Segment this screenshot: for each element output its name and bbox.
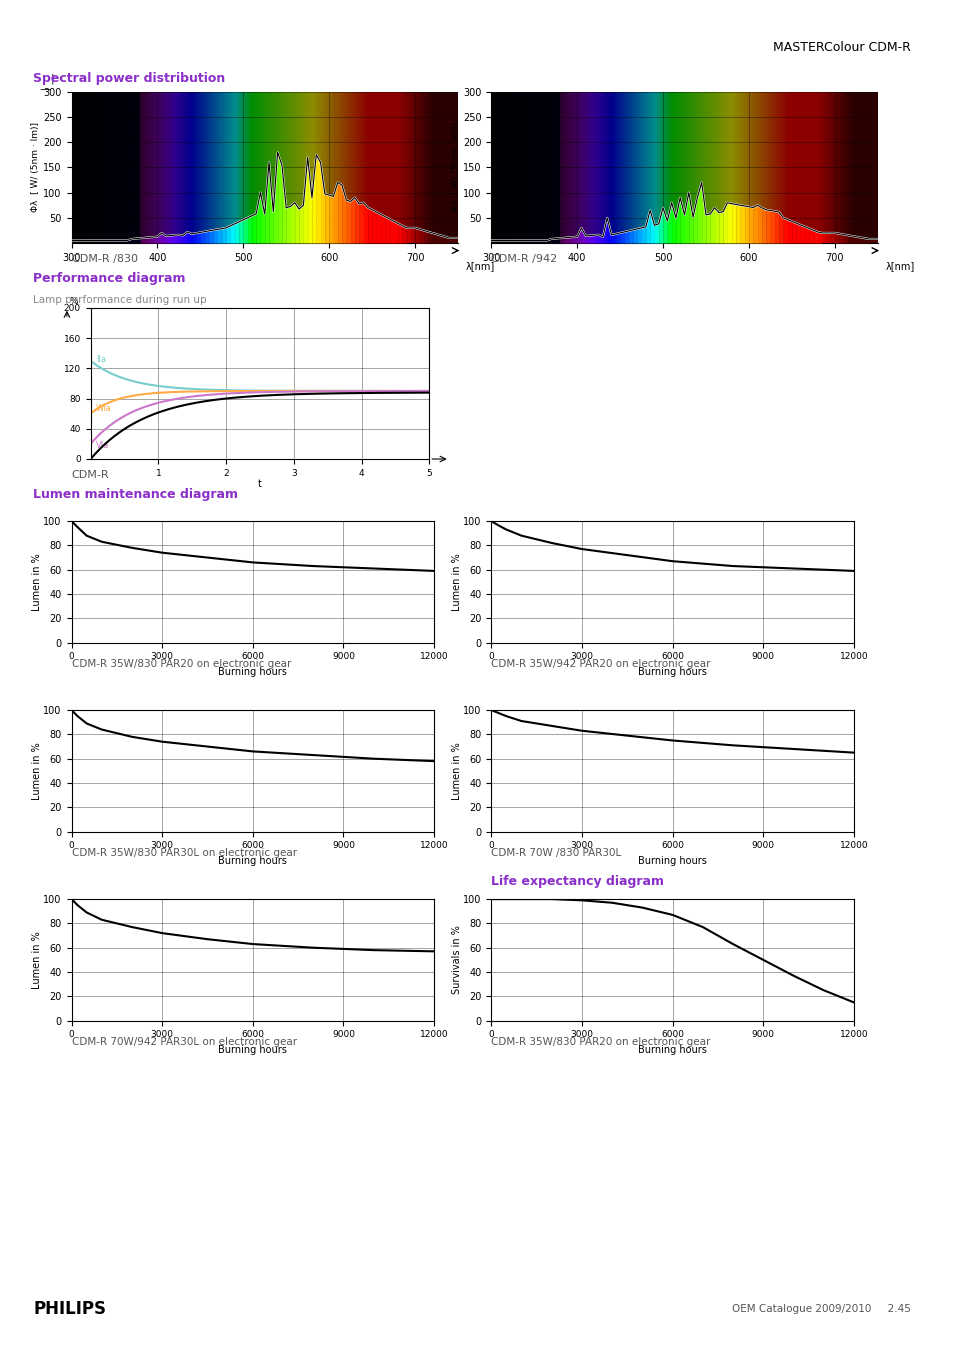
- X-axis label: Burning hours: Burning hours: [218, 667, 287, 676]
- X-axis label: t: t: [257, 479, 262, 489]
- Y-axis label: Survivals in %: Survivals in %: [452, 925, 461, 995]
- Text: Lamp performance during run up: Lamp performance during run up: [33, 294, 207, 305]
- Y-axis label: Lumen in %: Lumen in %: [32, 554, 42, 610]
- X-axis label: Burning hours: Burning hours: [638, 1045, 706, 1054]
- X-axis label: Burning hours: Burning hours: [218, 1045, 287, 1054]
- Text: %: %: [70, 297, 78, 306]
- Text: Compact HID Lamps: Compact HID Lamps: [923, 625, 933, 725]
- Y-axis label: Lumen in %: Lumen in %: [32, 743, 42, 799]
- X-axis label: Burning hours: Burning hours: [638, 856, 706, 865]
- Text: CDM-R 35W/942 PAR20 on electronic gear: CDM-R 35W/942 PAR20 on electronic gear: [491, 659, 710, 670]
- Text: CDM-R /830: CDM-R /830: [71, 254, 137, 265]
- X-axis label: Burning hours: Burning hours: [218, 856, 287, 865]
- Text: Life expectancy diagram: Life expectancy diagram: [491, 875, 663, 888]
- Text: CDM-R 35W/830 PAR30L on electronic gear: CDM-R 35W/830 PAR30L on electronic gear: [71, 848, 296, 859]
- Y-axis label: Φλ  [ W/ (5nm · lm)]: Φλ [ W/ (5nm · lm)]: [451, 123, 459, 212]
- X-axis label: Burning hours: Burning hours: [638, 667, 706, 676]
- Text: CDM-R 70W /830 PAR30L: CDM-R 70W /830 PAR30L: [491, 848, 621, 859]
- Y-axis label: Lumen in %: Lumen in %: [32, 931, 42, 988]
- Y-axis label: Φλ  [ W/ (5nm · lm)]: Φλ [ W/ (5nm · lm)]: [31, 123, 40, 212]
- Text: OEM Catalogue 2009/2010     2.45: OEM Catalogue 2009/2010 2.45: [731, 1304, 910, 1315]
- Text: Wla: Wla: [96, 405, 112, 413]
- Text: CDM-R 35W/830 PAR20 on electronic gear: CDM-R 35W/830 PAR20 on electronic gear: [491, 1037, 710, 1048]
- Y-axis label: Lumen in %: Lumen in %: [452, 554, 461, 610]
- Text: |: |: [51, 74, 54, 84]
- Text: CDM-R 70W/942 PAR30L on electronic gear: CDM-R 70W/942 PAR30L on electronic gear: [71, 1037, 296, 1048]
- Y-axis label: Lumen in %: Lumen in %: [452, 743, 461, 799]
- Text: Spectral power distribution: Spectral power distribution: [33, 72, 226, 85]
- Text: CDM-R: CDM-R: [71, 470, 109, 481]
- Text: Ila: Ila: [96, 355, 106, 364]
- Text: Performance diagram: Performance diagram: [33, 271, 186, 285]
- Text: λ[nm]: λ[nm]: [465, 261, 495, 271]
- Text: —: —: [39, 84, 51, 93]
- Text: CDM-R 35W/830 PAR20 on electronic gear: CDM-R 35W/830 PAR20 on electronic gear: [71, 659, 291, 670]
- Text: PHILIPS: PHILIPS: [33, 1300, 107, 1319]
- Text: MASTERColour CDM-R: MASTERColour CDM-R: [772, 40, 910, 54]
- Text: Vla: Vla: [96, 440, 110, 450]
- Text: Lumen maintenance diagram: Lumen maintenance diagram: [33, 487, 238, 501]
- Text: λ[nm]: λ[nm]: [884, 261, 914, 271]
- Text: CDM-R /942: CDM-R /942: [491, 254, 557, 265]
